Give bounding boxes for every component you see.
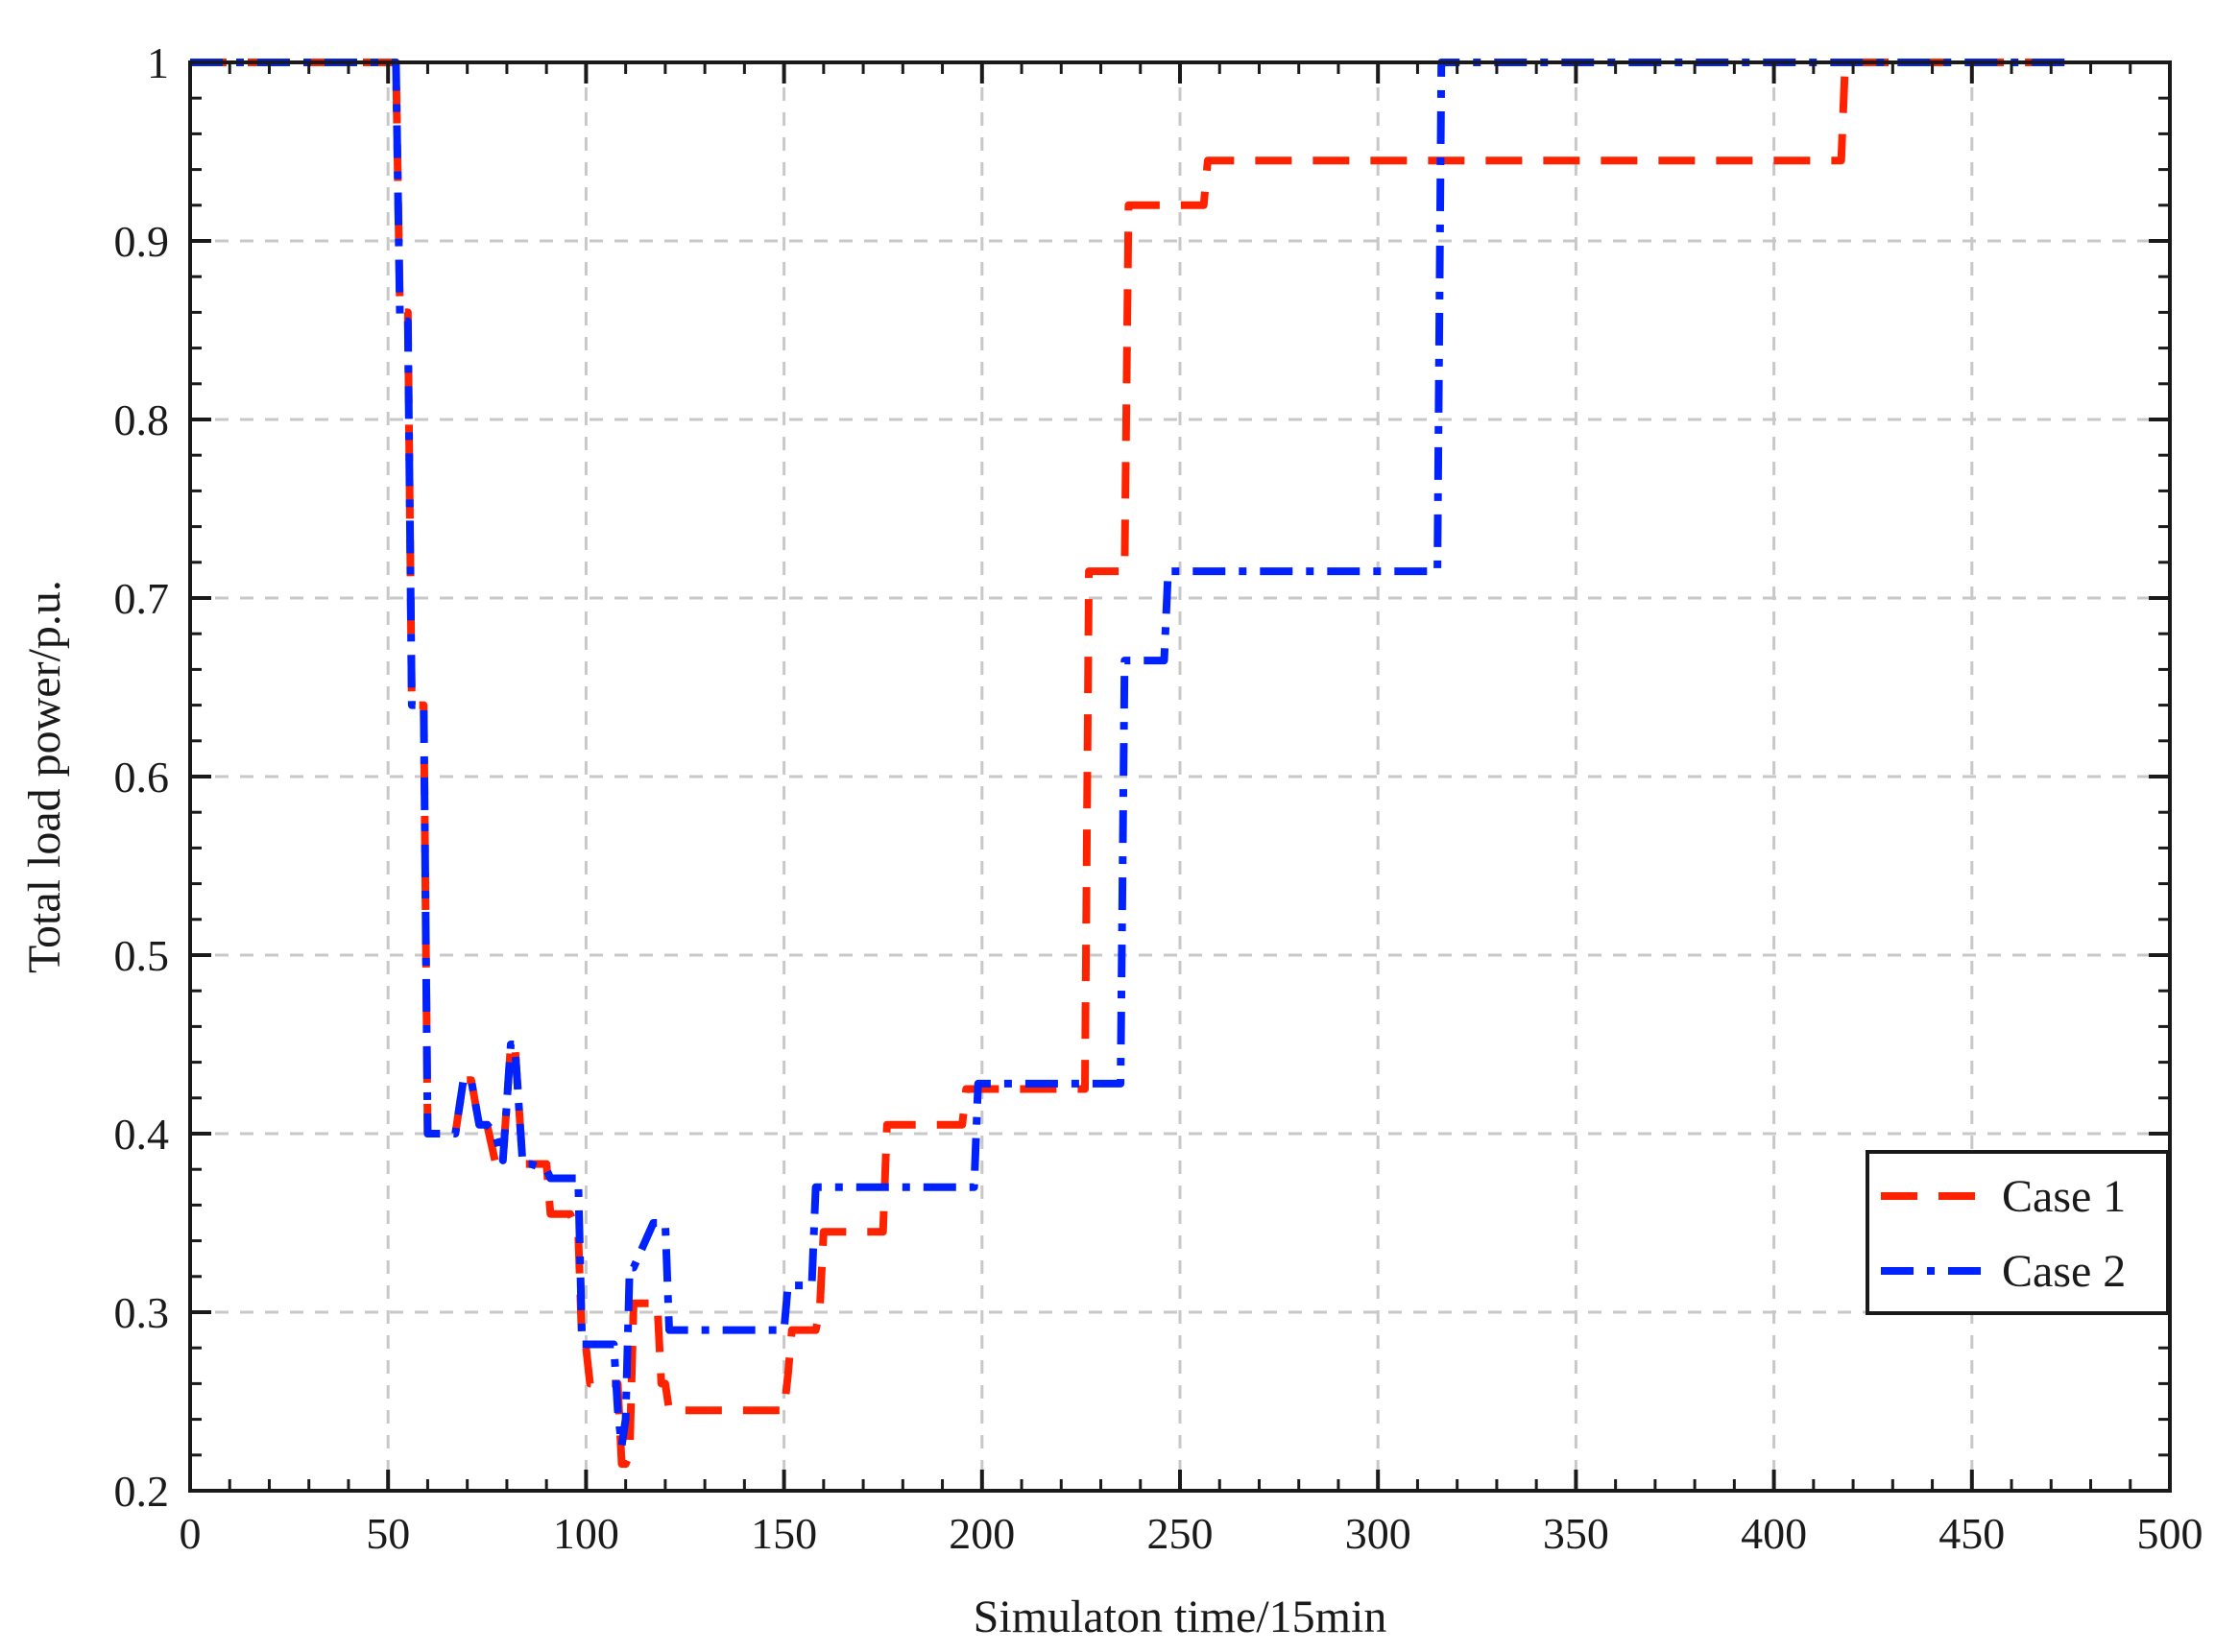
series-layer — [190, 59, 2071, 1469]
legend: Case 1 Case 2 — [1866, 1150, 2170, 1315]
legend-box — [1866, 1150, 2170, 1315]
y-tick-label: 0.2 — [114, 1467, 170, 1516]
x-axis-label: Simulaton time/15min — [974, 1592, 1387, 1642]
series-line-case-1 — [190, 59, 2071, 1469]
x-tick-label: 250 — [1147, 1509, 1214, 1558]
y-tick-label: 0.6 — [114, 753, 170, 802]
legend-label-case-2: Case 2 — [2002, 1246, 2126, 1297]
y-tick-label: 1 — [147, 38, 169, 87]
x-tick-label: 500 — [2137, 1509, 2203, 1558]
x-tick-label: 350 — [1543, 1509, 1609, 1558]
y-tick-label: 0.8 — [114, 395, 170, 444]
y-tick-label: 0.7 — [114, 574, 170, 623]
x-tick-label: 400 — [1741, 1509, 1807, 1558]
y-tick-label: 0.5 — [114, 931, 170, 980]
grid — [190, 60, 2170, 1491]
x-tick-label: 50 — [366, 1509, 410, 1558]
y-tick-label: 0.4 — [114, 1110, 170, 1159]
x-tick-label: 150 — [751, 1509, 817, 1558]
y-tick-label: 0.3 — [114, 1288, 170, 1337]
y-tick-label: 0.9 — [114, 217, 170, 266]
series-line-case-2 — [190, 59, 2071, 1450]
y-axis-label: Total load power/p.u. — [19, 580, 70, 973]
x-tick-label: 200 — [949, 1509, 1015, 1558]
x-tick-label: 0 — [180, 1509, 202, 1558]
tick-labels: 0 50 100 150 200 250 300 350 400 450 500 0.2 0.3 0.4 0… — [114, 38, 2203, 1558]
x-tick-label: 100 — [553, 1509, 619, 1558]
x-tick-label: 300 — [1345, 1509, 1411, 1558]
x-tick-label: 450 — [1938, 1509, 2005, 1558]
ticks — [188, 60, 2172, 1493]
legend-label-case-1: Case 1 — [2002, 1171, 2126, 1222]
